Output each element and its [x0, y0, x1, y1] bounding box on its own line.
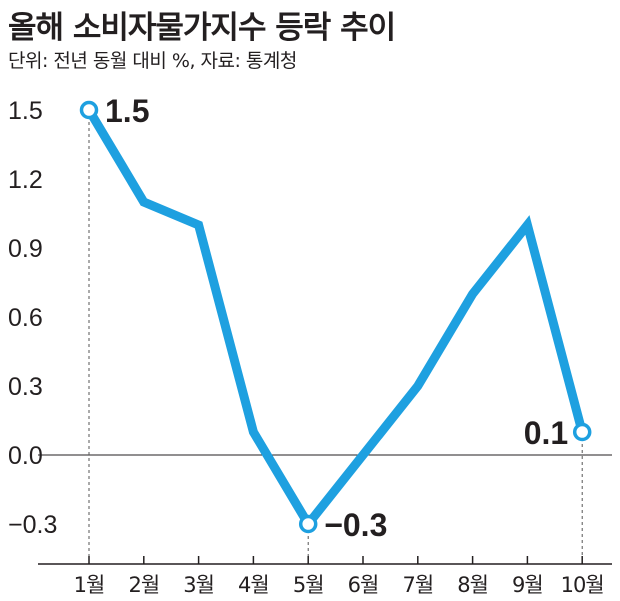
data-point-marker	[572, 422, 592, 442]
data-label: 0.1	[524, 415, 568, 451]
data-label: 1.5	[105, 93, 149, 129]
x-tick-label: 9월	[512, 573, 543, 597]
x-tick-label: 8월	[457, 573, 488, 597]
x-tick-label: 7월	[402, 573, 433, 597]
data-point-marker	[79, 100, 99, 120]
x-tick-label: 6월	[348, 573, 379, 597]
data-label: −0.3	[324, 507, 387, 543]
x-tick-label: 3월	[183, 573, 214, 597]
y-tick-label: 0.3	[8, 373, 43, 401]
x-tick-label: 1월	[74, 573, 105, 597]
data-point-marker	[298, 514, 318, 534]
x-tick-label: 10월	[561, 573, 604, 597]
chart-subtitle: 단위: 전년 동월 대비 %, 자료: 통계청	[8, 50, 297, 72]
y-tick-label: −0.3	[8, 511, 57, 539]
series-line	[84, 105, 587, 532]
x-tick-label: 2월	[128, 573, 159, 597]
x-tick-label: 5월	[293, 573, 324, 597]
y-tick-label: 0.0	[8, 442, 43, 470]
y-tick-label: 0.9	[8, 235, 43, 263]
y-tick-label: 0.6	[8, 304, 43, 332]
chart-title: 올해 소비자물가지수 등락 추이	[8, 10, 396, 46]
y-tick-label: 1.2	[8, 166, 43, 194]
y-tick-label: 1.5	[8, 97, 43, 125]
x-tick-label: 4월	[238, 573, 269, 597]
